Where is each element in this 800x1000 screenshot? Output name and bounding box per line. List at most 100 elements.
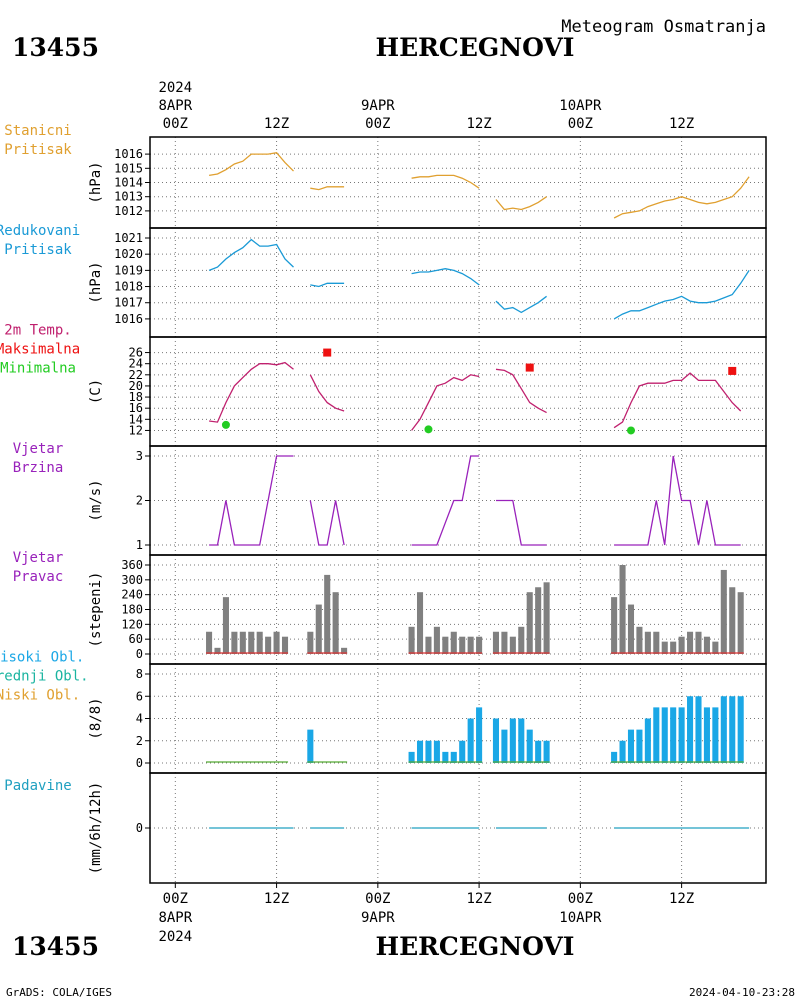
wind-direction-bar [678, 636, 685, 654]
max-temp-marker [323, 348, 332, 357]
panel-label: Pravac [13, 569, 64, 585]
time-tick-label-top: 00Z [365, 116, 390, 132]
max-temp-marker [728, 366, 737, 375]
cloud-cover-bar [416, 740, 424, 763]
y-tick-label: 0 [136, 821, 143, 835]
wind-direction-bar [265, 636, 272, 654]
date-label-bottom: 9APR [361, 910, 395, 926]
y-tick-label: 0 [136, 647, 143, 661]
y-tick-label: 1018 [114, 280, 143, 294]
panel-label: Maksimalna [0, 342, 80, 358]
cloud-cover-bar [687, 696, 694, 763]
wind-direction-bar [703, 636, 710, 654]
y-tick-label: 4 [136, 712, 143, 726]
y-tick-label: 18 [129, 390, 143, 404]
panel-label: Minimalna [0, 361, 76, 377]
y-tick-label: 300 [121, 573, 143, 587]
wind-direction-bar [332, 592, 339, 654]
wind-direction-bar [425, 636, 432, 654]
y-tick-label: 22 [129, 368, 143, 382]
y-tick-label: 1016 [114, 312, 143, 326]
wind-direction-bar [231, 631, 238, 654]
series-line [411, 455, 480, 546]
panel-label: 2m Temp. [4, 323, 71, 339]
y-tick-label: 16 [129, 401, 143, 415]
panel-precipitation: 0 Padavine (mm/6h/12h) [4, 772, 767, 884]
y-tick-label: 26 [129, 346, 143, 360]
y-tick-label: 0 [136, 756, 143, 770]
series-line [614, 455, 741, 546]
wind-direction-bar [627, 604, 635, 654]
cloud-cover-bar [636, 729, 643, 763]
time-tick-label-bottom: 00Z [568, 891, 593, 907]
date-label-top: 9APR [361, 98, 395, 114]
series-line [309, 500, 345, 546]
date-label-bottom: 8APR [158, 910, 192, 926]
wind-direction-bar [509, 636, 516, 654]
y-tick-label: 1014 [114, 176, 143, 190]
cloud-cover-bar [535, 740, 542, 763]
footer-credit: GrADS: COLA/IGES [6, 986, 112, 999]
bottom-time-axis: 2024 00Z 8APR 12Z 00Z 9APR 12Z 00Z 10APR 12Z [158, 883, 694, 945]
panel-label: Vjetar [13, 441, 64, 457]
time-tick-label-bottom: 00Z [163, 891, 188, 907]
wind-direction-bar [476, 636, 483, 654]
cloud-cover-bar [476, 707, 483, 763]
cloud-cover-bar [450, 751, 457, 763]
cloud-cover-bar [661, 707, 668, 763]
wind-direction-bar [729, 587, 736, 654]
wind-direction-bar [526, 592, 533, 654]
wind-direction-bar [324, 574, 331, 654]
min-temp-marker [424, 425, 433, 434]
wind-direction-bar [315, 604, 322, 654]
cloud-cover-bar [501, 729, 508, 763]
wind-direction-bar [256, 631, 263, 654]
cloud-cover-bar [459, 740, 466, 763]
y-tick-label: 1019 [114, 263, 143, 277]
wind-direction-bar [636, 626, 643, 654]
wind-direction-bar [248, 631, 255, 654]
time-tick-label-top: 12Z [466, 116, 491, 132]
y-tick-label: 360 [121, 558, 143, 572]
cloud-cover-bar [737, 696, 744, 763]
y-tick-label: 1013 [114, 190, 143, 204]
cloud-cover-bar [712, 707, 719, 763]
min-temp-marker [626, 426, 635, 435]
series-line [495, 196, 547, 211]
wind-direction-bar [611, 597, 618, 654]
year-label-bottom: 2024 [158, 929, 192, 945]
y-tick-label: 180 [121, 603, 143, 617]
wind-direction-bar [467, 636, 474, 654]
top-time-axis: 2024 00Z 8APR 12Z 00Z 9APR 12Z 00Z 10APR 12Z [158, 80, 694, 132]
time-tick-label-top: 00Z [163, 116, 188, 132]
panel-wind-speed: 1 2 3 Vjetar Brzina (m/s) [13, 441, 767, 556]
cloud-cover-bar [619, 740, 626, 763]
y-tick-label: 120 [121, 617, 143, 631]
y-tick-label: 3 [136, 449, 143, 463]
series-line [411, 374, 480, 431]
panel-unit-label: (hPa) [88, 161, 104, 203]
series-line [309, 374, 345, 412]
wind-direction-bar [222, 597, 229, 654]
wind-direction-bar [459, 636, 466, 654]
cloud-cover-bar [518, 718, 525, 763]
panel-unit-label: (hPa) [88, 261, 104, 303]
wind-direction-bar [720, 569, 727, 654]
date-label-bottom: 10APR [559, 910, 602, 926]
series-line [613, 372, 742, 429]
cloud-cover-bar [703, 707, 710, 763]
y-tick-label: 14 [129, 412, 143, 426]
cloud-cover-bar [729, 696, 736, 763]
cloud-cover-bar [509, 718, 516, 763]
cloud-cover-bar [670, 707, 677, 763]
wind-direction-bar [737, 592, 744, 654]
panel-label: Brzina [13, 460, 64, 476]
max-temp-marker [525, 363, 534, 372]
panel-unit-label: (8/8) [88, 697, 104, 739]
series-line [208, 238, 294, 272]
panel-cloud-cover: 0 2 4 6 8 Visoki Obl. Srednji Obl. Niski Obl. (8… [0, 650, 767, 774]
y-tick-label: 240 [121, 588, 143, 602]
wind-direction-bar [492, 631, 500, 654]
date-label-top: 8APR [158, 98, 192, 114]
wind-direction-bar [214, 647, 221, 654]
